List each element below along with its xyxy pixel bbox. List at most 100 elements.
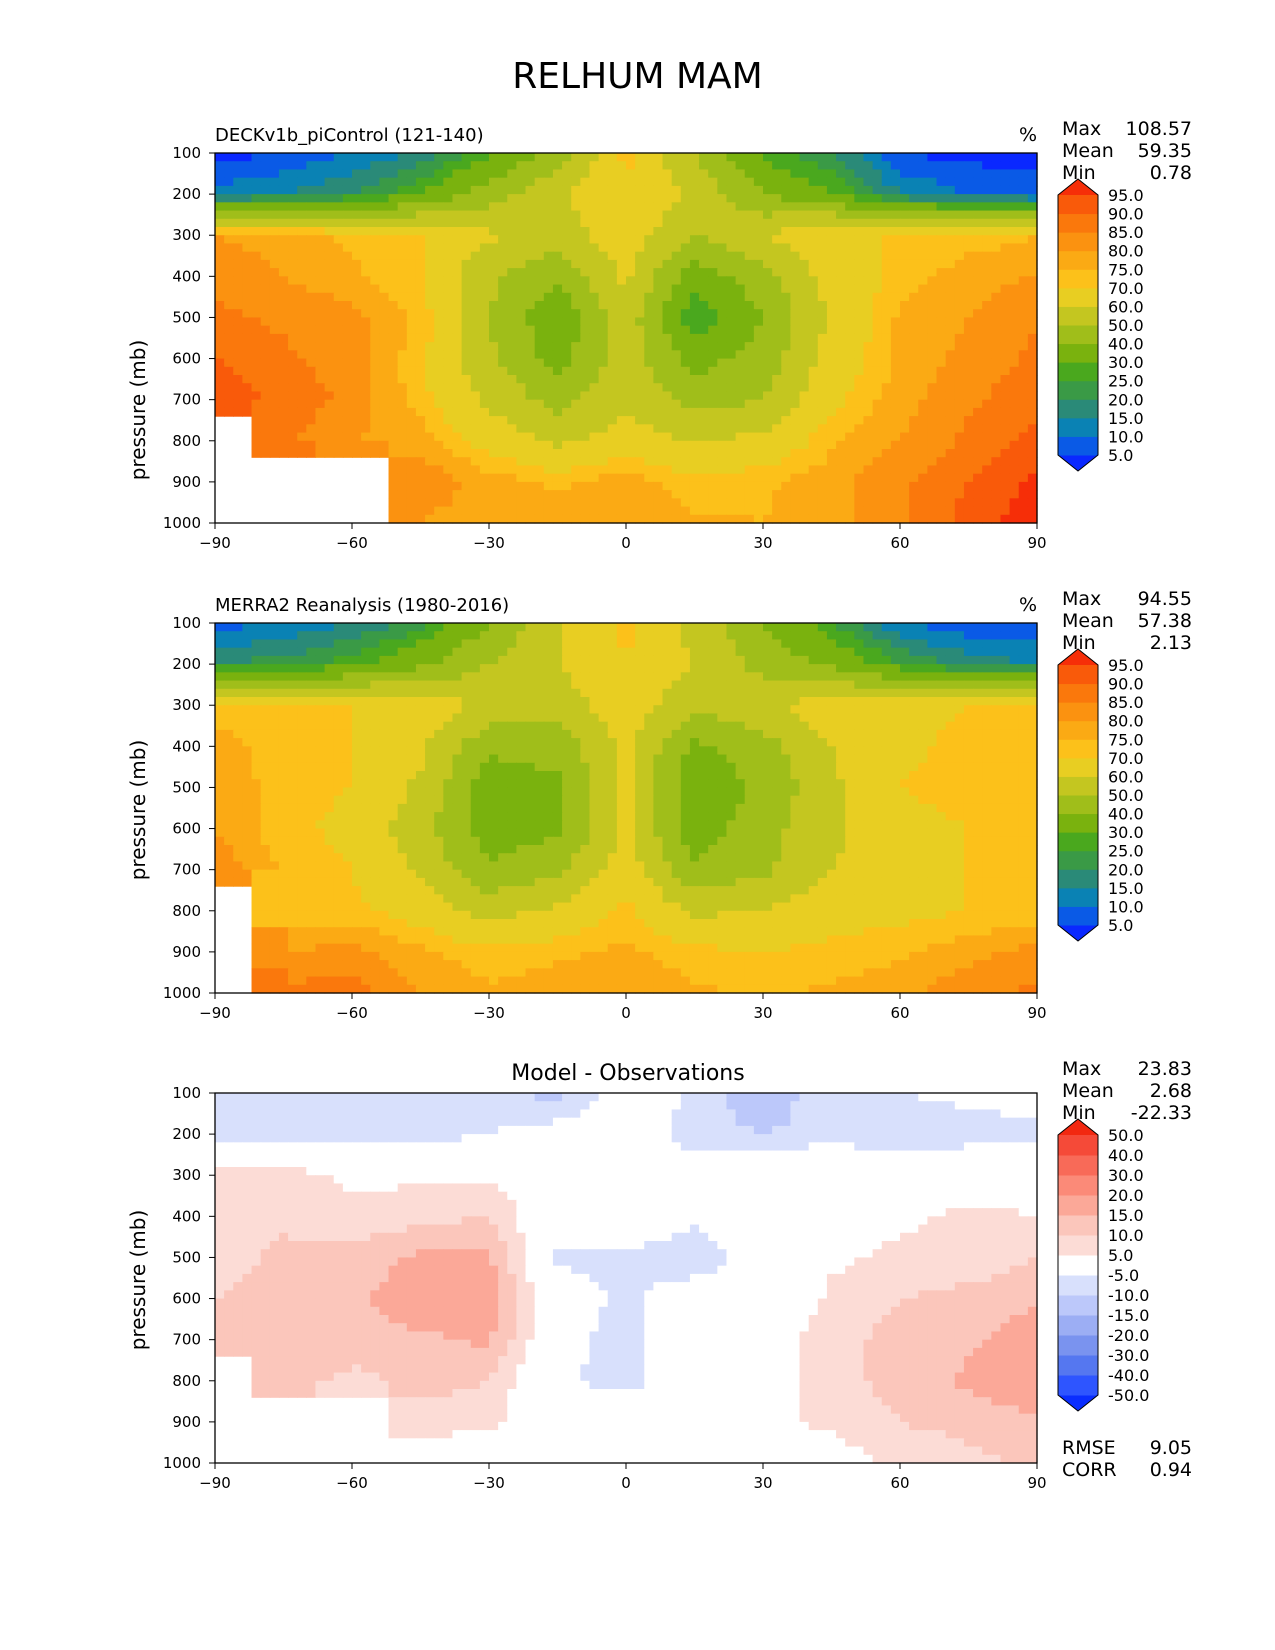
contour-cell — [342, 391, 353, 401]
contour-cell — [342, 276, 353, 286]
contour-cell — [425, 235, 435, 245]
contour-cell — [324, 623, 335, 632]
contour-cell — [699, 440, 709, 450]
contour-cell — [224, 631, 234, 641]
contour-cell — [589, 292, 600, 302]
contour-cell — [763, 383, 773, 393]
contour-cell — [443, 268, 454, 277]
contour-cell — [626, 227, 636, 236]
contour-cell — [461, 399, 472, 409]
contour-cell — [434, 366, 444, 376]
contour-cell — [890, 391, 901, 401]
contour-cell — [215, 317, 225, 327]
contour-cell — [297, 161, 307, 171]
contour-cell — [699, 325, 709, 335]
contour-cell — [781, 333, 791, 343]
contour-cell — [297, 218, 307, 228]
contour-cell — [379, 664, 390, 673]
contour-cell — [836, 358, 846, 368]
contour-cell — [1018, 218, 1029, 228]
contour-cell — [580, 449, 591, 458]
contour-cell — [918, 465, 928, 475]
contour-cell — [900, 333, 910, 343]
contour-cell — [1000, 259, 1011, 269]
contour-cell — [278, 333, 289, 343]
contour-cell — [607, 383, 618, 393]
contour-cell — [945, 514, 956, 524]
contour-cell — [1000, 639, 1011, 649]
contour-cell — [562, 399, 572, 409]
contour-cell — [991, 358, 1002, 368]
contour-cell — [644, 292, 654, 302]
colorbar-swatch — [1058, 269, 1098, 289]
colorbar-tick-label: 60.0 — [1108, 297, 1144, 316]
contour-cell — [726, 358, 737, 368]
contour-cell — [900, 366, 910, 376]
contour-cell — [726, 292, 737, 302]
contour-cell — [763, 481, 773, 491]
contour-cell — [836, 235, 846, 245]
contour-cell — [936, 284, 947, 294]
contour-cell — [1018, 440, 1029, 450]
contour-cell — [936, 697, 947, 706]
contour-cell — [251, 268, 262, 277]
contour-cell — [498, 350, 508, 360]
contour-cell — [717, 227, 728, 236]
contour-cell — [306, 424, 317, 434]
contour-cell — [982, 399, 992, 409]
contour-cell — [598, 243, 609, 253]
contour-cell — [288, 276, 298, 286]
y-tick-label: 500 — [172, 308, 201, 326]
contour-cell — [845, 449, 855, 458]
contour-cell — [954, 292, 965, 302]
contour-cell — [763, 202, 773, 212]
contour-cell — [635, 366, 645, 376]
contour-cell — [598, 366, 609, 376]
contour-cell — [1018, 342, 1029, 351]
contour-cell — [269, 301, 280, 310]
contour-cell — [909, 391, 919, 401]
contour-cell — [607, 227, 618, 236]
contour-cell — [315, 325, 326, 335]
contour-cell — [552, 202, 563, 212]
contour-cell — [288, 342, 298, 351]
contour-cell — [434, 465, 444, 475]
contour-cell — [845, 227, 855, 236]
contour-cell — [991, 514, 1002, 524]
contour-cell — [799, 185, 810, 195]
contour-cell — [854, 185, 865, 195]
contour-cell — [982, 268, 992, 277]
contour-cell — [1018, 481, 1029, 491]
contour-cell — [699, 639, 709, 649]
contour-cell — [288, 655, 298, 665]
contour-cell — [598, 375, 609, 384]
contour-cell — [662, 416, 673, 425]
contour-cell — [370, 623, 380, 632]
contour-cell — [772, 631, 782, 641]
contour-cell — [1027, 333, 1038, 343]
contour-cell — [525, 697, 536, 706]
contour-cell — [251, 358, 262, 368]
contour-cell — [315, 284, 326, 294]
contour-cell — [900, 301, 910, 310]
contour-cell — [753, 623, 764, 632]
contour-cell — [425, 481, 435, 491]
contour-cell — [507, 407, 517, 417]
contour-cell — [306, 672, 317, 682]
contour-cell — [434, 680, 444, 690]
contour-cell — [315, 194, 326, 203]
contour-cell — [671, 268, 682, 277]
contour-cell — [333, 424, 344, 434]
contour-cell — [817, 481, 828, 491]
contour-cell — [315, 268, 326, 277]
contour-cell — [644, 440, 654, 450]
contour-cell — [936, 514, 947, 524]
contour-cell — [434, 202, 444, 212]
contour-cell — [808, 161, 819, 171]
contour-cell — [406, 194, 417, 203]
contour-cell — [900, 672, 910, 682]
contour-cell — [333, 161, 344, 171]
contour-cell — [918, 268, 928, 277]
contour-cell — [470, 235, 481, 245]
contour-cell — [269, 407, 280, 417]
